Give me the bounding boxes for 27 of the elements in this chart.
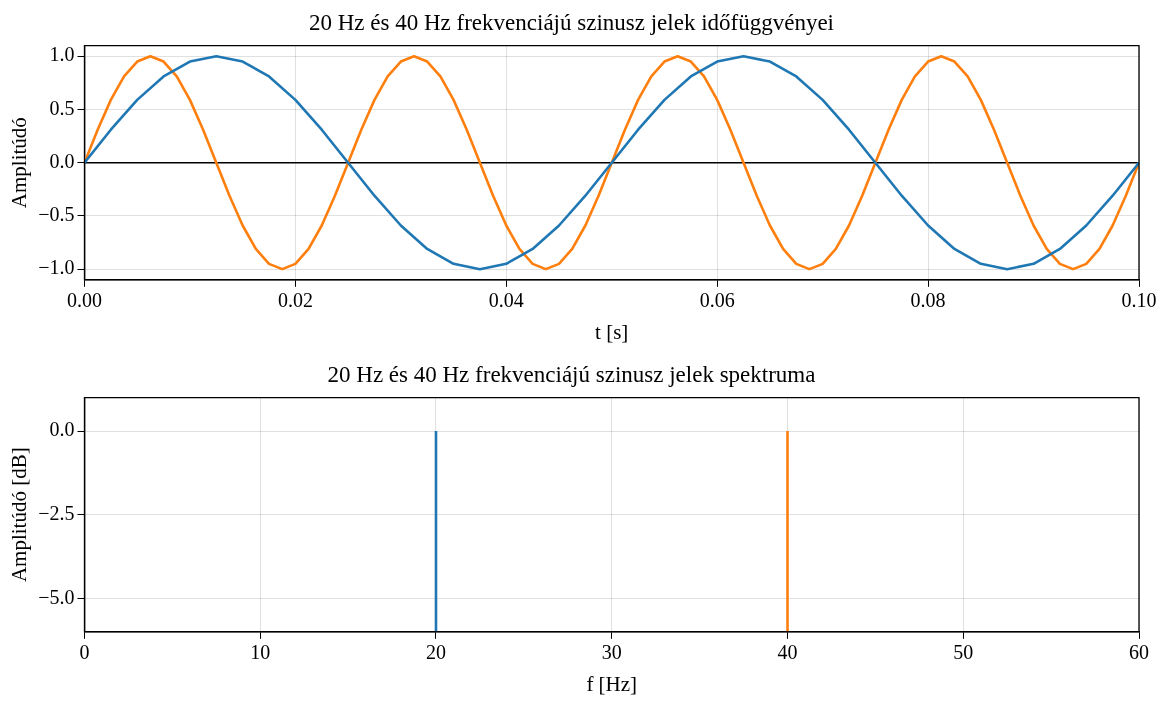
x-tick-label: 30 bbox=[601, 641, 622, 664]
x-tick-label: 0.04 bbox=[488, 289, 524, 312]
x-axis-title: f [Hz] bbox=[586, 671, 638, 696]
x-tick-label: 60 bbox=[1129, 641, 1149, 664]
chart-title: 20 Hz és 40 Hz frekvenciájú szinusz jelek időfüggvényei bbox=[309, 9, 834, 35]
x-tick-label: 50 bbox=[953, 641, 974, 664]
y-tick-label: −0.5 bbox=[38, 203, 75, 226]
chart-title: 20 Hz és 40 Hz frekvenciájú szinusz jelek spektruma bbox=[327, 361, 816, 387]
y-axis-title: Amplitúdó bbox=[7, 117, 32, 209]
x-tick-label: 0.00 bbox=[66, 289, 102, 312]
x-tick-label: 40 bbox=[777, 641, 798, 664]
y-axis-title: Amplitúdó [dB] bbox=[7, 447, 32, 583]
y-tick-label: 0.0 bbox=[49, 149, 75, 172]
x-tick-label: 0.10 bbox=[1121, 289, 1157, 312]
y-tick-label: −1.0 bbox=[38, 256, 75, 279]
y-tick-label: 0.5 bbox=[49, 96, 75, 119]
x-axis-title: t [s] bbox=[595, 319, 629, 344]
y-tick-label: 1.0 bbox=[49, 43, 75, 66]
x-tick-label: 0.06 bbox=[699, 289, 735, 312]
x-tick-label: 0.02 bbox=[277, 289, 313, 312]
x-tick-label: 0 bbox=[79, 641, 90, 664]
x-tick-label: 10 bbox=[250, 641, 271, 664]
y-tick-label: −2.5 bbox=[38, 501, 75, 524]
y-tick-label: 0.0 bbox=[49, 418, 75, 441]
x-tick-label: 0.08 bbox=[910, 289, 946, 312]
y-tick-label: −5.0 bbox=[38, 585, 75, 608]
x-tick-label: 20 bbox=[425, 641, 446, 664]
